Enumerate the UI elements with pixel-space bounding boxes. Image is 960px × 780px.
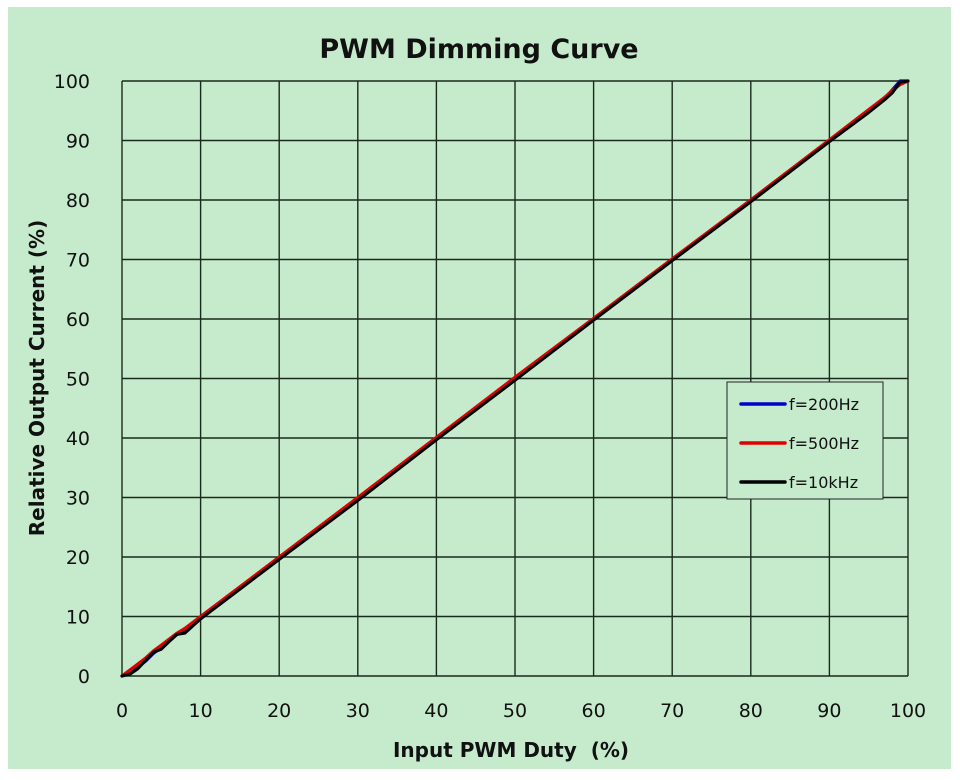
x-tick-label: 70	[660, 700, 684, 722]
y-tick-label: 80	[66, 190, 90, 212]
y-tick-label: 100	[54, 71, 90, 93]
y-tick-label: 0	[78, 666, 90, 688]
x-tick-label: 50	[503, 700, 527, 722]
x-axis-title: Input PWM Duty (%)	[393, 738, 629, 762]
x-tick-label: 90	[817, 700, 841, 722]
legend-label: f=500Hz	[789, 434, 859, 453]
plot-grid	[121, 80, 909, 677]
x-tick-label: 80	[739, 700, 763, 722]
x-tick-label: 60	[582, 700, 606, 722]
y-tick-label: 10	[66, 607, 90, 629]
x-tick-label: 20	[267, 700, 291, 722]
x-tick-label: 40	[424, 700, 448, 722]
legend-label: f=10kHz	[789, 473, 858, 492]
y-tick-label: 50	[66, 369, 90, 391]
legend-box	[726, 381, 884, 500]
x-tick-label: 10	[189, 700, 213, 722]
y-tick-label: 70	[66, 250, 90, 272]
x-tick-label: 0	[116, 700, 128, 722]
x-axis-ticks: 0 10 20 30 40 50 60 70 80 90 100	[116, 700, 926, 722]
chart-title: PWM Dimming Curve	[319, 34, 638, 65]
legend: f=200Hz f=500Hz f=10kHz	[726, 381, 884, 500]
legend-label: f=200Hz	[789, 395, 859, 414]
data-series	[120, 79, 910, 678]
x-tick-label: 100	[890, 700, 926, 722]
y-tick-label: 60	[66, 309, 90, 331]
y-tick-label: 40	[66, 428, 90, 450]
x-tick-label: 30	[346, 700, 370, 722]
series-line-f10khz	[120, 79, 910, 678]
y-axis-ticks: 0 10 20 30 40 50 60 70 80 90 100	[54, 71, 90, 688]
y-tick-label: 30	[66, 488, 90, 510]
y-tick-label: 20	[66, 547, 90, 569]
y-axis-title: Relative Output Current (%)	[25, 220, 49, 536]
y-tick-label: 90	[66, 131, 90, 153]
